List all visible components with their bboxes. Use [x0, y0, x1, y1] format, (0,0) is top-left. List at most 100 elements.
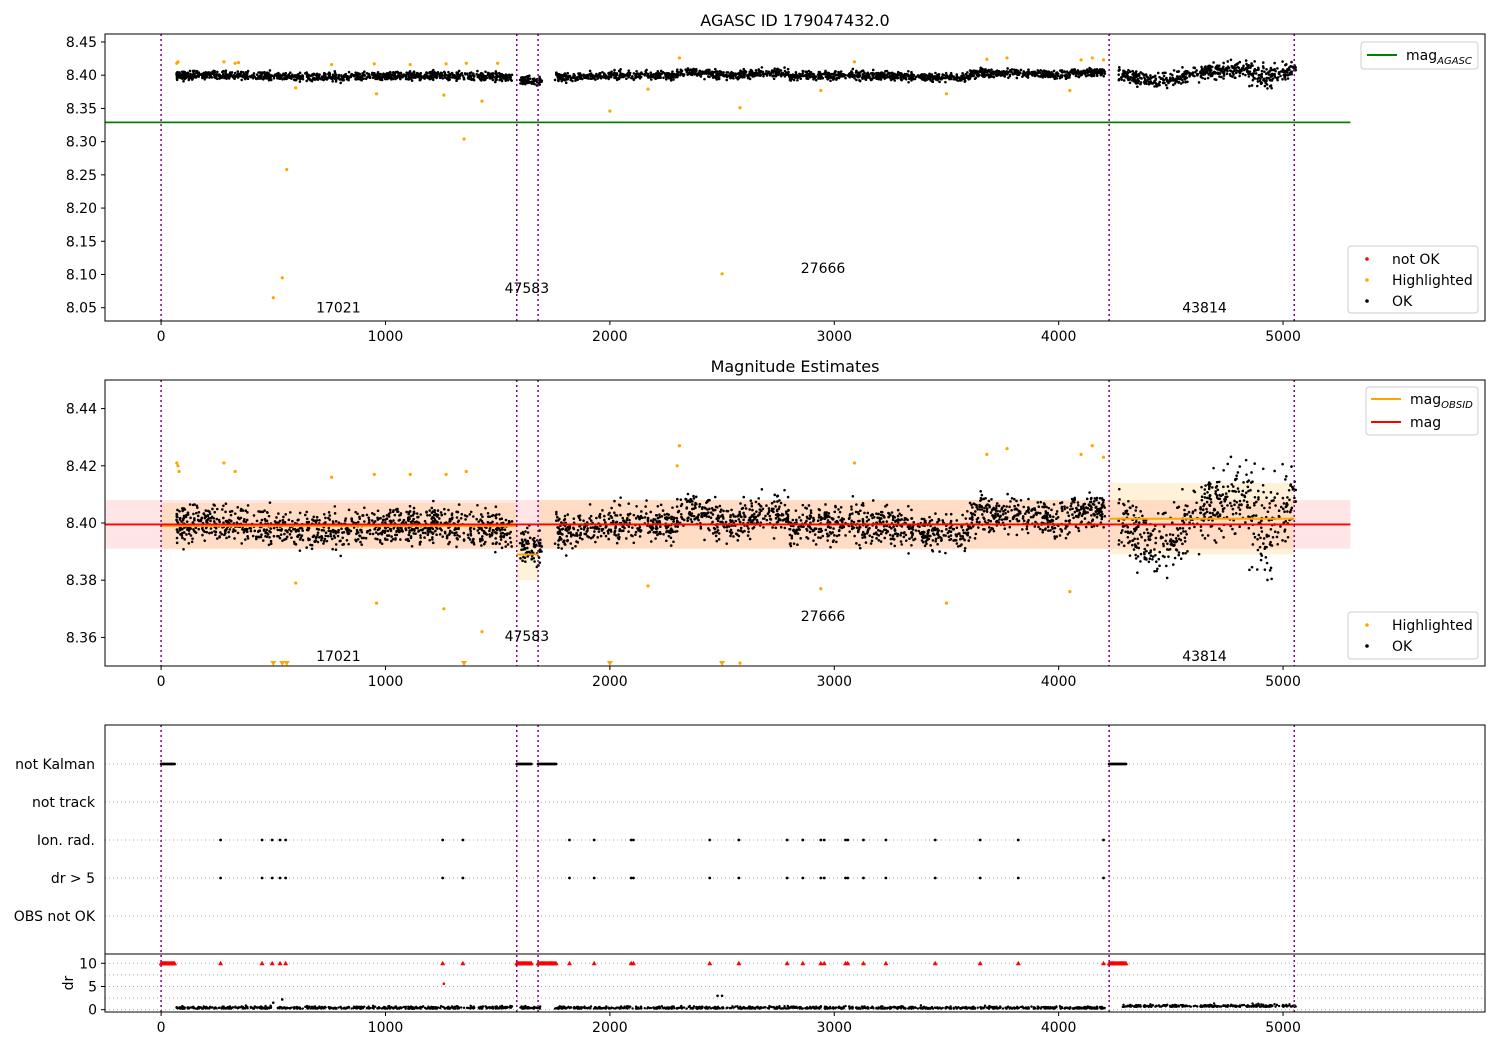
ok-point: [854, 71, 858, 74]
ok-point: [508, 73, 511, 77]
ok-point: [1220, 75, 1223, 79]
ok-point: [489, 74, 492, 78]
ok-point: [632, 72, 636, 75]
ok-point: [1273, 530, 1277, 534]
ok-point: [1065, 70, 1069, 73]
ok-point: [1271, 536, 1275, 539]
ok-point: [1256, 66, 1260, 70]
ok-point: [447, 78, 450, 82]
panel-1-legend-top: magAGASC: [1360, 41, 1479, 70]
ok-point: [565, 75, 569, 79]
ok-point: [476, 503, 479, 507]
ok-point: [748, 70, 751, 74]
ok-point: [758, 74, 762, 78]
ok-point: [421, 75, 425, 78]
ok-point: [317, 535, 321, 539]
ok-point: [686, 73, 689, 76]
ok-point: [1038, 75, 1042, 78]
ok-point: [362, 77, 366, 80]
ok-point: [848, 72, 851, 76]
ok-point: [664, 539, 668, 543]
ok-point: [1238, 512, 1242, 516]
ok-point: [703, 72, 706, 75]
ok-point: [410, 79, 414, 82]
ok-point: [1029, 72, 1033, 76]
ok-point: [1161, 81, 1165, 85]
ok-point: [299, 536, 303, 539]
ok-point: [952, 77, 955, 81]
ok-point: [851, 494, 855, 498]
ok-point: [715, 70, 719, 73]
ok-point: [869, 542, 873, 545]
ok-point: [996, 71, 999, 74]
ok-point: [781, 73, 785, 76]
ok-point: [1138, 76, 1142, 80]
ok-point: [214, 74, 218, 78]
ok-point: [1273, 74, 1276, 77]
ok-point: [817, 530, 821, 534]
ok-point: [1088, 508, 1092, 511]
ok-point: [298, 549, 302, 552]
ok-point: [1281, 70, 1285, 74]
ok-point: [334, 80, 338, 83]
ok-point: [952, 75, 955, 78]
ok-point: [1055, 512, 1058, 516]
ok-point: [824, 69, 827, 73]
ok-point: [908, 537, 911, 541]
ok-point: [1081, 512, 1085, 516]
ok-point: [914, 529, 918, 532]
ok-point: [708, 70, 711, 74]
ok-point: [1248, 84, 1251, 88]
ok-point: [742, 71, 745, 75]
ok-point: [1221, 70, 1225, 74]
ok-point: [1249, 64, 1253, 68]
ok-point: [574, 79, 577, 82]
ok-point: [934, 71, 937, 75]
ok-point: [898, 512, 901, 516]
ok-point: [879, 72, 883, 76]
ok-point: [1151, 557, 1154, 561]
ok-point: [491, 542, 495, 545]
ok-point: [1290, 60, 1293, 64]
highlighted-point: [852, 60, 857, 64]
ok-point: [432, 513, 436, 517]
ok-point: [1214, 65, 1218, 69]
ok-point: [973, 510, 977, 513]
ok-point: [938, 80, 941, 84]
ok-point: [922, 540, 925, 544]
ok-point: [690, 514, 693, 518]
ok-point: [1270, 73, 1273, 76]
ok-point: [1284, 63, 1288, 66]
panel-1-points: [175, 56, 1298, 300]
ok-point: [715, 539, 719, 543]
ok-point: [1034, 71, 1037, 75]
ok-point: [1218, 527, 1221, 531]
ok-point: [467, 74, 470, 77]
ok-point: [789, 79, 793, 82]
ok-point: [985, 69, 989, 73]
ok-point: [533, 82, 536, 86]
highlighted-point: [222, 60, 226, 64]
ok-point: [331, 520, 335, 523]
ok-point: [436, 509, 440, 512]
ok-point: [269, 74, 273, 77]
ok-point: [581, 77, 584, 81]
ok-point: [1206, 76, 1210, 80]
ok-point: [461, 74, 464, 77]
ok-point: [664, 78, 668, 81]
ok-point: [1102, 68, 1105, 72]
ok-point: [961, 513, 964, 517]
ok-point: [560, 79, 564, 83]
obs-label: 17021: [316, 301, 361, 317]
ok-point: [968, 536, 972, 539]
ok-point: [285, 75, 289, 79]
ok-point: [618, 73, 622, 77]
ok-point: [977, 526, 980, 529]
ok-point: [715, 74, 719, 77]
ok-point: [1200, 65, 1203, 69]
ok-point: [1142, 521, 1146, 524]
ok-point: [215, 70, 219, 74]
ok-point: [232, 75, 235, 78]
ok-point: [907, 504, 910, 508]
ok-point: [387, 512, 391, 516]
